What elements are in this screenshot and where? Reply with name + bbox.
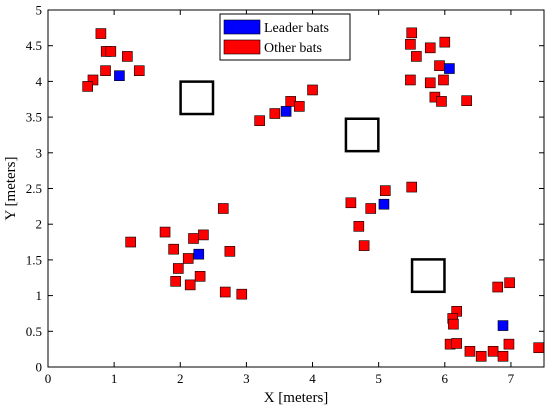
other-bat-point [125, 236, 136, 248]
other-bat-point [439, 36, 451, 48]
other-bat-point [100, 65, 111, 76]
other-bat-point [461, 95, 472, 106]
y-axis-label: Y [meters] [3, 157, 19, 221]
legend-swatch-other-bats [223, 39, 261, 55]
obstacle-square [179, 80, 215, 116]
other-bat-point [194, 271, 206, 282]
x-tick-label: 4 [309, 371, 316, 386]
other-bat-point [198, 229, 209, 241]
y-tick-label: 2 [36, 217, 43, 232]
y-tick-label: 4 [36, 74, 43, 89]
obstacle-square [410, 258, 446, 294]
other-bat-point [503, 338, 515, 350]
other-bat-point [405, 74, 416, 86]
other-bat-point [219, 286, 231, 298]
y-tick-label: 1.5 [26, 252, 42, 267]
plot-area-frame [47, 9, 545, 368]
y-tick-label: 0 [36, 360, 43, 375]
other-bat-point [345, 197, 357, 209]
other-bat-point [182, 253, 194, 264]
leader-bat-point [378, 198, 390, 210]
x-tick-label: 7 [508, 371, 515, 386]
other-bat-point [365, 203, 377, 214]
other-bat-point [406, 27, 418, 39]
legend: Leader bats Other bats [219, 13, 351, 61]
other-bat-point [436, 96, 447, 107]
other-bat-point [184, 279, 196, 291]
obstacle-square [344, 117, 380, 153]
leader-bat-point [193, 248, 205, 260]
y-tick-label: 3.5 [26, 110, 42, 125]
y-tick-label: 0.5 [26, 324, 42, 339]
other-bat-point [504, 277, 515, 289]
other-bat-point [487, 345, 499, 357]
leader-bat-point [444, 63, 455, 74]
other-bat-point [533, 342, 545, 354]
legend-swatch-leader-bats [223, 19, 261, 35]
other-bat-point [379, 185, 391, 196]
other-bat-point [170, 276, 181, 287]
other-bat-point [236, 288, 248, 300]
other-bat-point [424, 77, 436, 89]
other-bat-point [294, 101, 305, 112]
other-bat-point [358, 240, 370, 251]
data-points [82, 27, 545, 362]
leader-bat-point [114, 70, 125, 81]
other-bat-point [475, 350, 487, 362]
y-tick-label: 1 [36, 288, 43, 303]
x-tick-label: 1 [111, 371, 118, 386]
other-bat-point [307, 84, 318, 96]
other-bat-point [434, 60, 445, 71]
other-bat-point [353, 221, 365, 232]
other-bat-point [464, 345, 476, 357]
x-tick-label: 0 [45, 371, 52, 386]
x-tick-label: 2 [177, 371, 184, 386]
y-tick-label: 3 [36, 145, 43, 160]
legend-label-other-bats: Other bats [264, 41, 322, 56]
other-bat-point [438, 74, 449, 86]
other-bat-point [133, 65, 145, 76]
other-bat-point [95, 28, 107, 39]
y-tick-label: 5 [36, 3, 43, 18]
other-bat-point [254, 115, 265, 126]
other-bat-point [406, 181, 418, 193]
y-tick-label: 2.5 [26, 181, 42, 196]
other-bat-point [269, 108, 281, 119]
x-tick-label: 6 [442, 371, 449, 386]
other-bat-point [451, 338, 463, 349]
other-bat-point [188, 233, 199, 244]
other-bat-point [105, 46, 117, 57]
y-tick-label: 4.5 [26, 38, 42, 53]
other-bat-point [224, 246, 236, 257]
x-axis-label: X [meters] [264, 390, 329, 406]
x-tick-label: 5 [375, 371, 382, 386]
other-bat-point [217, 203, 229, 214]
other-bat-point [424, 42, 436, 54]
other-bat-point [448, 318, 459, 330]
other-bat-point [168, 243, 179, 255]
other-bat-point [82, 81, 93, 92]
other-bat-point [159, 226, 171, 238]
leader-bat-point [497, 320, 509, 331]
other-bat-point [172, 263, 184, 274]
leader-bat-point [280, 106, 292, 117]
legend-label-leader-bats: Leader bats [264, 21, 329, 36]
x-tick-label: 3 [243, 371, 250, 386]
other-bat-point [405, 38, 416, 50]
other-bat-point [122, 51, 133, 62]
other-bat-point [497, 350, 509, 362]
other-bat-point [411, 51, 422, 62]
other-bat-point [492, 281, 504, 293]
